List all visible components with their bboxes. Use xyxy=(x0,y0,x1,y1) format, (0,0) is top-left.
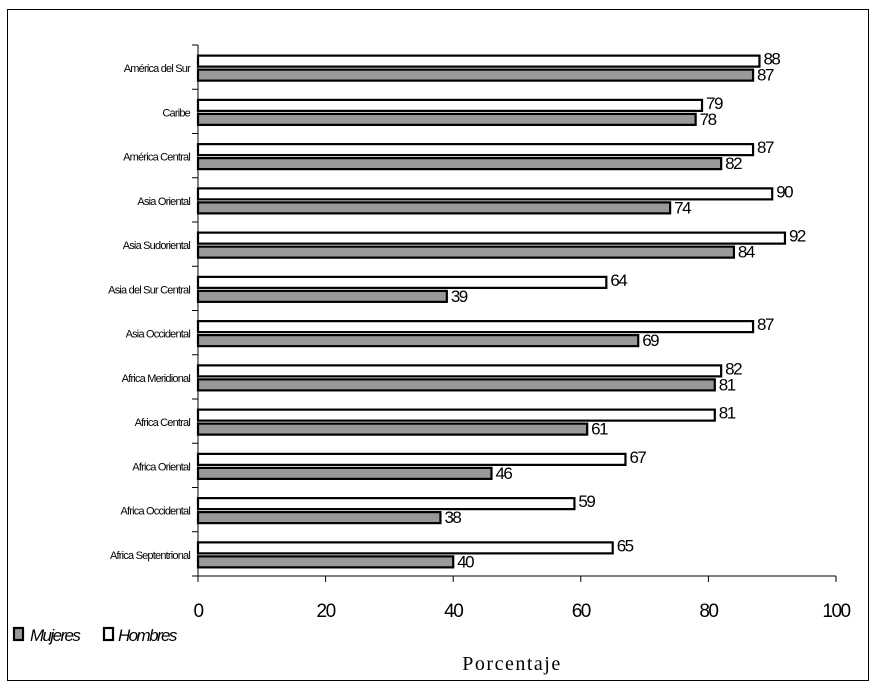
data-label-hombres: 67 xyxy=(629,448,646,467)
x-tick-label: 20 xyxy=(317,601,336,622)
bar-mujeres xyxy=(196,112,697,126)
legend: Mujeres Hombres xyxy=(12,626,179,645)
data-label-hombres: 64 xyxy=(610,271,627,290)
bar-mujeres xyxy=(196,466,493,480)
bar-hombres xyxy=(196,320,755,334)
bar-hombres xyxy=(196,541,614,555)
data-label-hombres: 79 xyxy=(706,94,723,113)
bar-hombres xyxy=(196,143,755,157)
category-label: Africa Central xyxy=(135,417,191,429)
category-label: Africa Occidental xyxy=(120,506,190,518)
data-label-hombres: 65 xyxy=(617,536,634,555)
category-label: Africa Meridional xyxy=(122,373,191,385)
data-label-mujeres: 38 xyxy=(444,508,461,527)
data-label-hombres: 81 xyxy=(719,404,736,423)
category-label: Asia Occidental xyxy=(126,329,191,341)
bar-mujeres xyxy=(196,68,755,82)
x-tick-label: 40 xyxy=(444,601,463,622)
legend-label-mujeres: Mujeres xyxy=(30,626,81,645)
bar-hombres xyxy=(196,231,787,245)
data-label-hombres: 82 xyxy=(725,359,742,378)
data-label-mujeres: 40 xyxy=(457,552,474,571)
category-label: Caribe xyxy=(162,107,190,119)
legend-swatch-hombres xyxy=(102,626,115,642)
data-label-hombres: 87 xyxy=(757,138,774,157)
data-label-hombres: 87 xyxy=(757,315,774,334)
bar-hombres xyxy=(196,54,761,68)
category-label: América del Sur xyxy=(124,63,191,75)
x-axis-title: Porcentaje xyxy=(462,653,561,675)
category-label: Africa Septentrional xyxy=(110,550,190,562)
x-tick-label: 60 xyxy=(572,601,591,622)
category-label: Asia Oriental xyxy=(137,196,190,208)
data-label-mujeres: 61 xyxy=(591,420,608,439)
category-label: América Central xyxy=(123,152,190,164)
bar-hombres xyxy=(196,452,627,466)
x-tick-label: 80 xyxy=(699,601,718,622)
data-label-mujeres: 46 xyxy=(495,464,512,483)
bar-mujeres xyxy=(196,157,723,171)
bar-mujeres xyxy=(196,201,672,215)
bar-mujeres xyxy=(196,334,640,348)
data-label-hombres: 88 xyxy=(763,50,780,69)
bar-mujeres xyxy=(196,555,455,569)
data-label-mujeres: 82 xyxy=(725,154,742,173)
bar-mujeres xyxy=(196,245,736,259)
data-label-mujeres: 84 xyxy=(738,243,755,262)
bar-hombres xyxy=(196,364,723,378)
data-label-mujeres: 81 xyxy=(719,375,736,394)
data-label-mujeres: 74 xyxy=(674,198,691,217)
x-tick-label: 0 xyxy=(193,601,203,622)
bar-mujeres xyxy=(196,378,716,392)
data-label-mujeres: 78 xyxy=(700,110,717,129)
data-label-mujeres: 87 xyxy=(757,66,774,85)
legend-label-hombres: Hombres xyxy=(118,626,178,645)
bar-mujeres xyxy=(196,289,448,303)
category-label: Asia del Sur Central xyxy=(108,284,190,296)
data-label-hombres: 92 xyxy=(789,227,806,246)
category-label: Africa Oriental xyxy=(132,461,190,473)
x-tick-label: 100 xyxy=(822,601,850,622)
legend-swatch-mujeres xyxy=(12,626,25,642)
bar-hombres xyxy=(196,98,704,112)
data-label-hombres: 59 xyxy=(578,492,595,511)
data-label-hombres: 90 xyxy=(776,182,793,201)
bar-mujeres xyxy=(196,422,589,436)
bar-hombres xyxy=(196,275,608,289)
category-label: Asia Sudoriental xyxy=(123,240,191,252)
bars-layer xyxy=(196,54,787,569)
bar-mujeres xyxy=(196,511,442,525)
data-label-mujeres: 69 xyxy=(642,331,659,350)
axes-layer xyxy=(192,44,837,582)
data-label-mujeres: 39 xyxy=(451,287,468,306)
bar-hombres xyxy=(196,408,716,422)
bar-hombres xyxy=(196,497,576,511)
